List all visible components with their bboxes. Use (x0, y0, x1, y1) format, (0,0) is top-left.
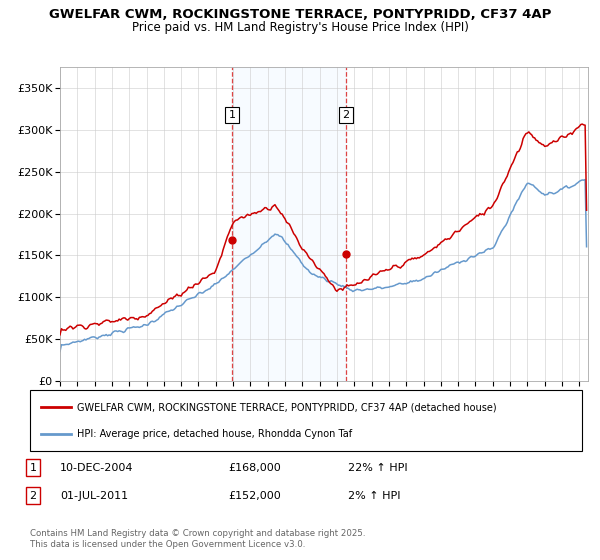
Text: 1: 1 (229, 110, 236, 120)
Text: HPI: Average price, detached house, Rhondda Cynon Taf: HPI: Average price, detached house, Rhon… (77, 429, 352, 439)
Text: 01-JUL-2011: 01-JUL-2011 (60, 491, 128, 501)
Text: 22% ↑ HPI: 22% ↑ HPI (348, 463, 407, 473)
Text: GWELFAR CWM, ROCKINGSTONE TERRACE, PONTYPRIDD, CF37 4AP (detached house): GWELFAR CWM, ROCKINGSTONE TERRACE, PONTY… (77, 402, 497, 412)
Text: 10-DEC-2004: 10-DEC-2004 (60, 463, 133, 473)
Text: Price paid vs. HM Land Registry's House Price Index (HPI): Price paid vs. HM Land Registry's House … (131, 21, 469, 34)
Text: GWELFAR CWM, ROCKINGSTONE TERRACE, PONTYPRIDD, CF37 4AP: GWELFAR CWM, ROCKINGSTONE TERRACE, PONTY… (49, 8, 551, 21)
FancyBboxPatch shape (30, 390, 582, 451)
Text: £168,000: £168,000 (228, 463, 281, 473)
Text: £152,000: £152,000 (228, 491, 281, 501)
Text: 2: 2 (342, 110, 349, 120)
Bar (232, 67, 346, 381)
Text: 2: 2 (29, 491, 37, 501)
Text: 2% ↑ HPI: 2% ↑ HPI (348, 491, 401, 501)
Text: Contains HM Land Registry data © Crown copyright and database right 2025.
This d: Contains HM Land Registry data © Crown c… (30, 529, 365, 549)
Text: 1: 1 (29, 463, 37, 473)
